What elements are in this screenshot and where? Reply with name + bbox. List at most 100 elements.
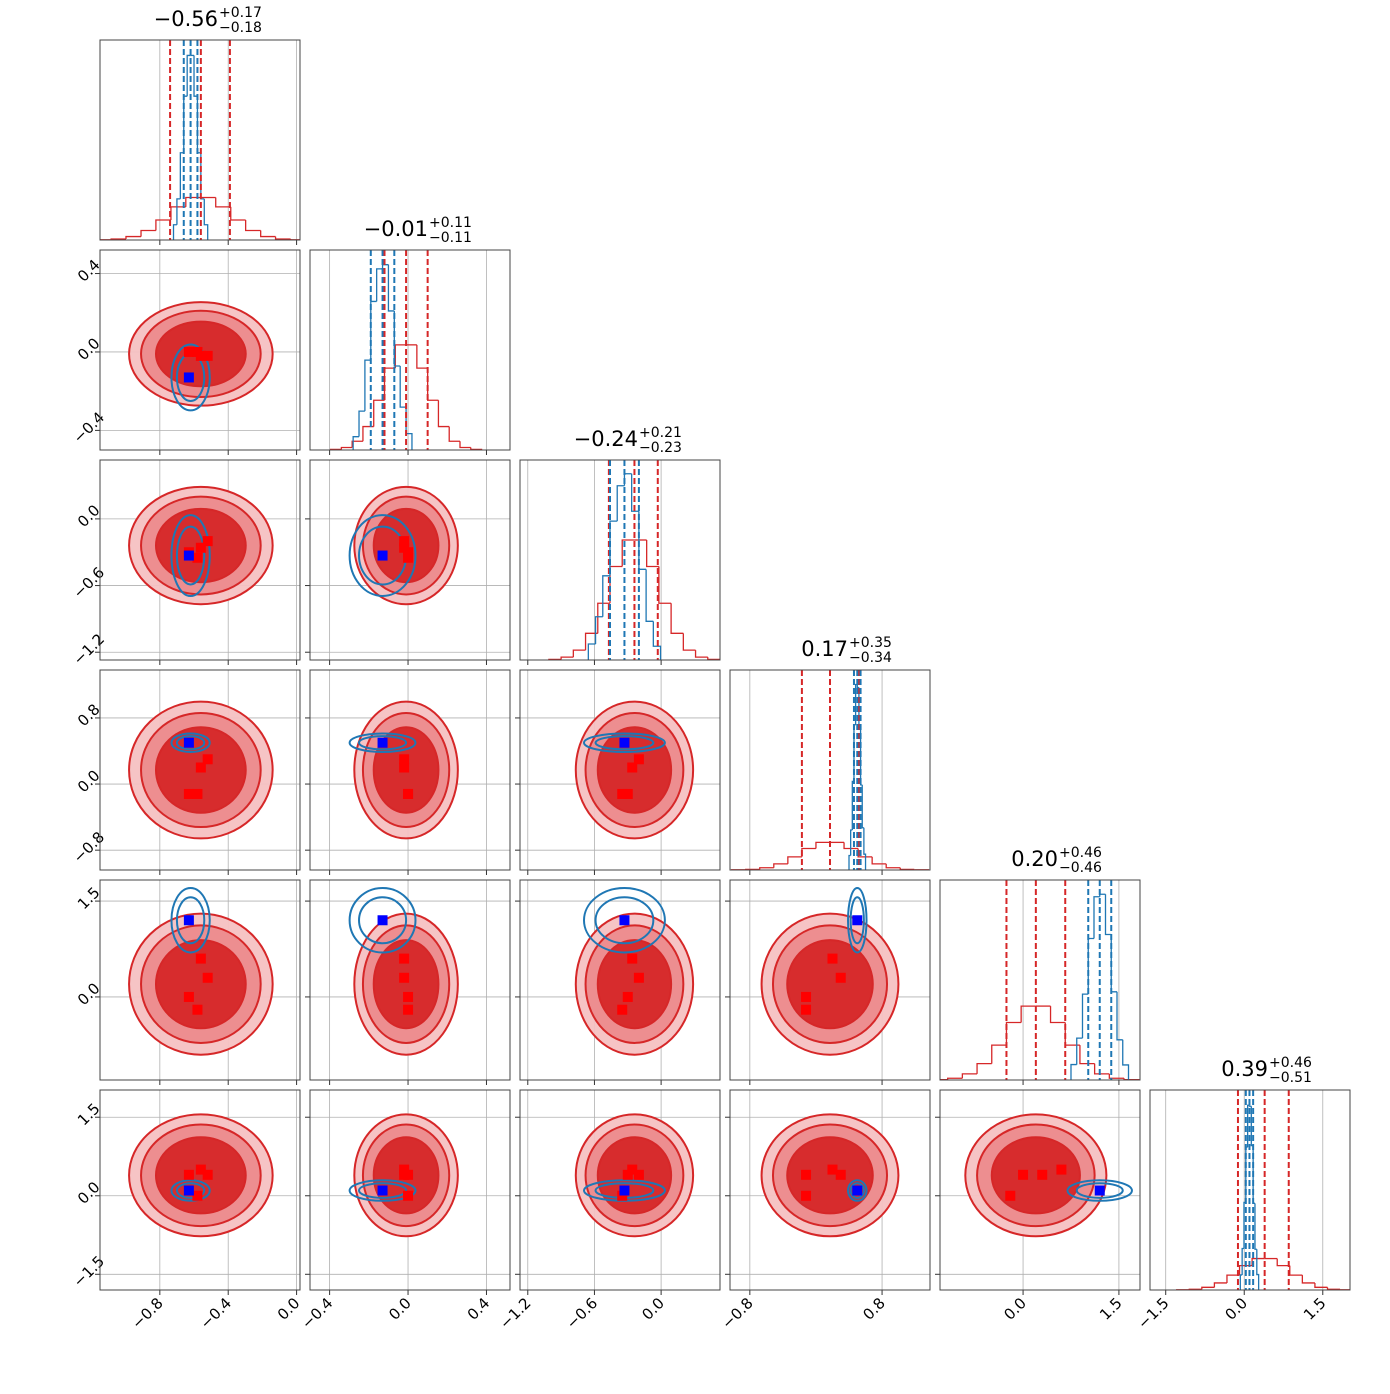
point-marker	[399, 973, 409, 983]
histogram-step	[438, 400, 449, 426]
y-tick-label: 0.4	[74, 256, 104, 286]
panel-content	[528, 460, 720, 660]
histogram-step	[428, 368, 439, 400]
panel: 0.0 1.5	[74, 880, 300, 1085]
panel	[515, 880, 720, 1085]
panel-content	[732, 670, 929, 870]
y-tick-label: −1.5	[70, 1252, 108, 1290]
panel	[305, 880, 510, 1085]
title-plus: +0.17	[219, 5, 262, 21]
truth-marker	[184, 1186, 194, 1196]
panel-content	[520, 670, 720, 870]
histogram-step	[1051, 1006, 1066, 1022]
y-tick-label: 0.0	[74, 501, 104, 531]
histogram-step	[1327, 1287, 1340, 1289]
point-marker	[836, 973, 846, 983]
point-marker	[196, 954, 206, 964]
point-marker	[184, 789, 194, 799]
histogram-step	[261, 230, 276, 236]
truth-marker	[184, 551, 194, 561]
truth-marker	[619, 1186, 629, 1196]
histogram-step	[1095, 1064, 1110, 1074]
panel: −1.2−0.60.0	[70, 460, 300, 669]
title-value: −0.56	[154, 7, 218, 31]
panel-content	[100, 880, 300, 1080]
histogram-step	[900, 868, 914, 870]
panel-content	[310, 460, 510, 660]
panel-content	[100, 460, 300, 660]
title-minus: −0.51	[1269, 1070, 1312, 1086]
histogram-step	[246, 220, 261, 230]
y-tick-label: 1.5	[74, 883, 104, 913]
title-value: 0.17	[801, 637, 848, 661]
title-plus: +0.46	[1059, 845, 1102, 861]
histogram-step	[992, 1045, 1007, 1063]
point-marker	[617, 789, 627, 799]
x-tick-label: 0.4	[464, 1294, 494, 1324]
point-marker	[403, 992, 413, 1002]
point-marker	[1056, 1165, 1066, 1175]
panel	[305, 460, 510, 665]
point-marker	[203, 1170, 213, 1180]
histogram-step	[177, 199, 180, 225]
point-marker	[399, 754, 409, 764]
histogram-step	[683, 633, 695, 650]
point-marker	[617, 1005, 627, 1015]
histogram-step	[610, 566, 622, 603]
title-minus: −0.18	[219, 20, 262, 36]
histogram-step	[1290, 1266, 1303, 1276]
point-marker	[184, 992, 194, 1002]
point-marker	[634, 754, 644, 764]
truth-marker	[378, 915, 388, 925]
histogram-step	[156, 220, 171, 230]
x-tick-label: 1.5	[1096, 1294, 1126, 1324]
point-marker	[192, 1005, 202, 1015]
histogram-step	[788, 857, 802, 864]
histogram-step	[1071, 1065, 1077, 1080]
panel-content	[940, 1090, 1140, 1290]
y-tick-label: 0.0	[74, 979, 104, 1009]
truth-marker	[184, 372, 194, 382]
histogram-step	[977, 1064, 992, 1074]
point-marker	[184, 1170, 194, 1180]
point-marker	[192, 553, 202, 563]
y-tick-label: 1.5	[74, 1100, 104, 1130]
truth-marker	[378, 551, 388, 561]
histogram-step	[596, 617, 603, 644]
histogram-step	[1240, 1275, 1242, 1290]
histogram-step	[849, 856, 851, 870]
panel-frame	[940, 880, 1140, 1080]
y-tick-label: 0.0	[74, 334, 104, 364]
histogram-step	[1302, 1275, 1315, 1283]
x-tick-label: −1.2	[496, 1294, 534, 1332]
truth-marker	[184, 738, 194, 748]
point-marker	[399, 954, 409, 964]
histogram-step	[802, 848, 816, 856]
point-marker	[634, 973, 644, 983]
histogram-step	[1006, 1022, 1021, 1045]
histogram-step	[962, 1074, 977, 1078]
panel-content	[933, 880, 1139, 1080]
histogram-step	[862, 785, 864, 828]
histogram-step	[141, 230, 156, 236]
histogram-step	[573, 650, 585, 657]
x-tick-label: 0.0	[1221, 1294, 1251, 1324]
panel: −0.01+0.11−0.11	[310, 215, 510, 455]
panel-content	[310, 670, 510, 870]
panel: 0.17+0.35−0.34	[730, 635, 930, 875]
panel-content	[730, 1090, 930, 1290]
panel-content	[730, 880, 930, 1080]
histogram-step	[276, 237, 291, 239]
histogram-step	[449, 427, 460, 442]
point-marker	[836, 1170, 846, 1180]
x-tick-label: −0.4	[197, 1294, 235, 1332]
histogram-step	[417, 345, 428, 368]
histogram-step	[610, 521, 617, 576]
histogram-step	[1123, 1040, 1129, 1080]
title-value: −0.01	[364, 217, 428, 241]
histogram-step	[617, 486, 624, 521]
title-value: 0.20	[1011, 847, 1058, 871]
